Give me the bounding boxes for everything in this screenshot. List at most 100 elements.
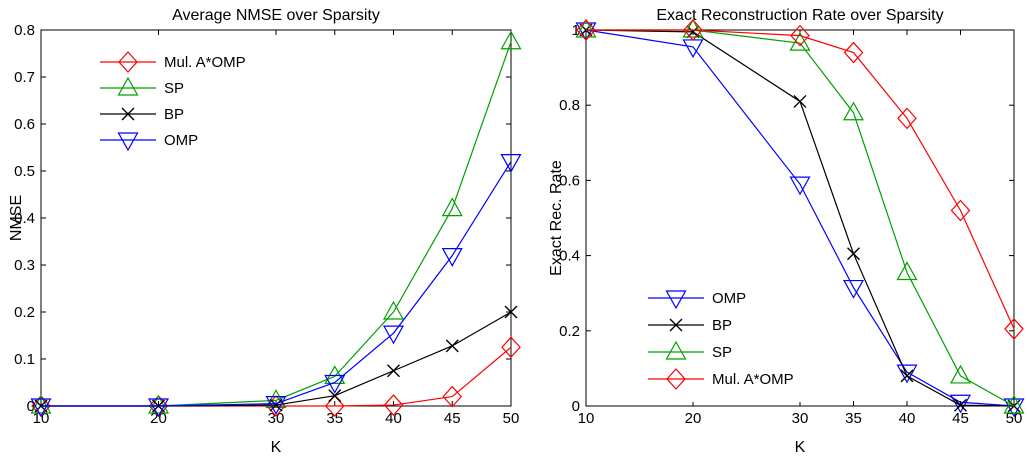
legend-marker [118,51,138,73]
series-line [585,29,1015,407]
y-tick-label: 0.3 [14,257,35,274]
data-point [265,396,287,415]
data-point [324,365,346,384]
data-point [897,107,917,130]
legend-label: OMP [164,132,198,149]
data-point [500,30,522,50]
data-point [954,398,967,412]
data-point [575,18,597,38]
legend-marker [666,368,686,390]
legend-label: SP [164,80,184,97]
data-point [896,261,918,281]
data-point [501,336,521,359]
series-omp [575,22,1025,418]
data-point [383,394,404,416]
data-point [441,248,463,267]
data-point [789,176,811,196]
x-tick-label: 10 [33,410,50,427]
data-point [504,305,518,319]
chart-title: Average NMSE over Sparsity [172,7,380,24]
chart-title: Exact Reconstruction Rate over Sparsity [656,7,943,24]
x-tick-label: 10 [578,410,595,427]
legend-marker [117,132,139,152]
chart-exact-rate: Exact Reconstruction Rate over Sparsity K… [548,7,1025,456]
data-point [442,385,463,408]
legend-marker [665,340,687,360]
x-tick-label: 50 [503,410,520,427]
data-point [896,364,918,384]
data-point [842,279,865,299]
y-tick-label: 0.4 [559,248,580,265]
data-point [269,398,283,412]
legend-marker [121,107,135,121]
data-point [328,389,342,403]
data-point [30,394,52,414]
legend-marker [665,290,687,310]
data-point [842,101,865,121]
chart-nmse: Average NMSE over Sparsity K NMSE 10 20 30 35 4… [8,7,522,456]
legend-label: OMP [712,290,746,307]
legend-item: OMP [648,290,746,310]
legend: OMP BP SP Mul. A*OMP [646,284,829,402]
data-point [847,247,860,261]
legend: Mul. A*OMP SP BP OMP [98,48,281,162]
data-point [382,300,405,320]
y-tick-label: 0.6 [14,116,35,133]
x-tick-label: 30 [792,410,809,427]
y-tick-label: 0.8 [559,97,580,114]
data-point [147,398,170,418]
legend-box [98,48,281,162]
data-point [265,389,287,408]
data-point [382,325,405,345]
series-line [41,161,512,407]
legend-label: BP [712,317,732,334]
y-axis-label: NMSE [8,195,25,241]
legend-item: OMP [100,132,198,152]
data-point [1003,394,1025,414]
data-point [1003,398,1025,418]
legend-item: SP [648,340,732,361]
data-point [500,154,522,173]
data-point [147,394,170,414]
x-tick-label: 20 [685,410,702,427]
data-point [793,94,807,108]
data-point [324,374,346,394]
x-axis-label: K [795,439,806,456]
data-point [575,22,597,42]
data-point [30,398,52,418]
y-tick-label: 0.4 [14,210,35,227]
data-point [324,395,345,417]
series-omp [30,154,522,418]
series-line [586,29,1015,330]
x-tick-label: 30 [268,410,285,427]
x-tick-label: 35 [326,410,343,427]
data-point [843,41,864,64]
data-point [950,199,971,222]
data-point [900,369,914,383]
legend-item: BP [100,106,184,123]
y-tick-label: 0.2 [14,304,35,321]
legend-item: Mul. A*OMP [100,51,246,73]
legend-label: Mul. A*OMP [712,371,794,388]
y-tick-label: 0.6 [559,172,580,189]
legend-label: SP [712,344,732,361]
x-tick-label: 40 [899,410,916,427]
data-point [789,31,811,51]
y-tick-label: 0.2 [559,323,580,340]
x-tick-label: 35 [845,410,862,427]
y-tick-label: 1 [572,22,580,39]
data-point [441,197,463,217]
x-tick-label: 40 [385,410,402,427]
data-point [387,364,400,378]
legend-label: BP [164,106,184,123]
data-point [683,19,703,41]
legend-item: SP [100,76,184,97]
data-point [445,339,459,353]
data-point [949,394,972,414]
data-point [576,19,596,41]
x-axis-label: K [271,439,282,456]
data-point [790,24,810,47]
y-tick-label: 0.7 [14,69,35,86]
legend-item: Mul. A*OMP [648,368,794,390]
